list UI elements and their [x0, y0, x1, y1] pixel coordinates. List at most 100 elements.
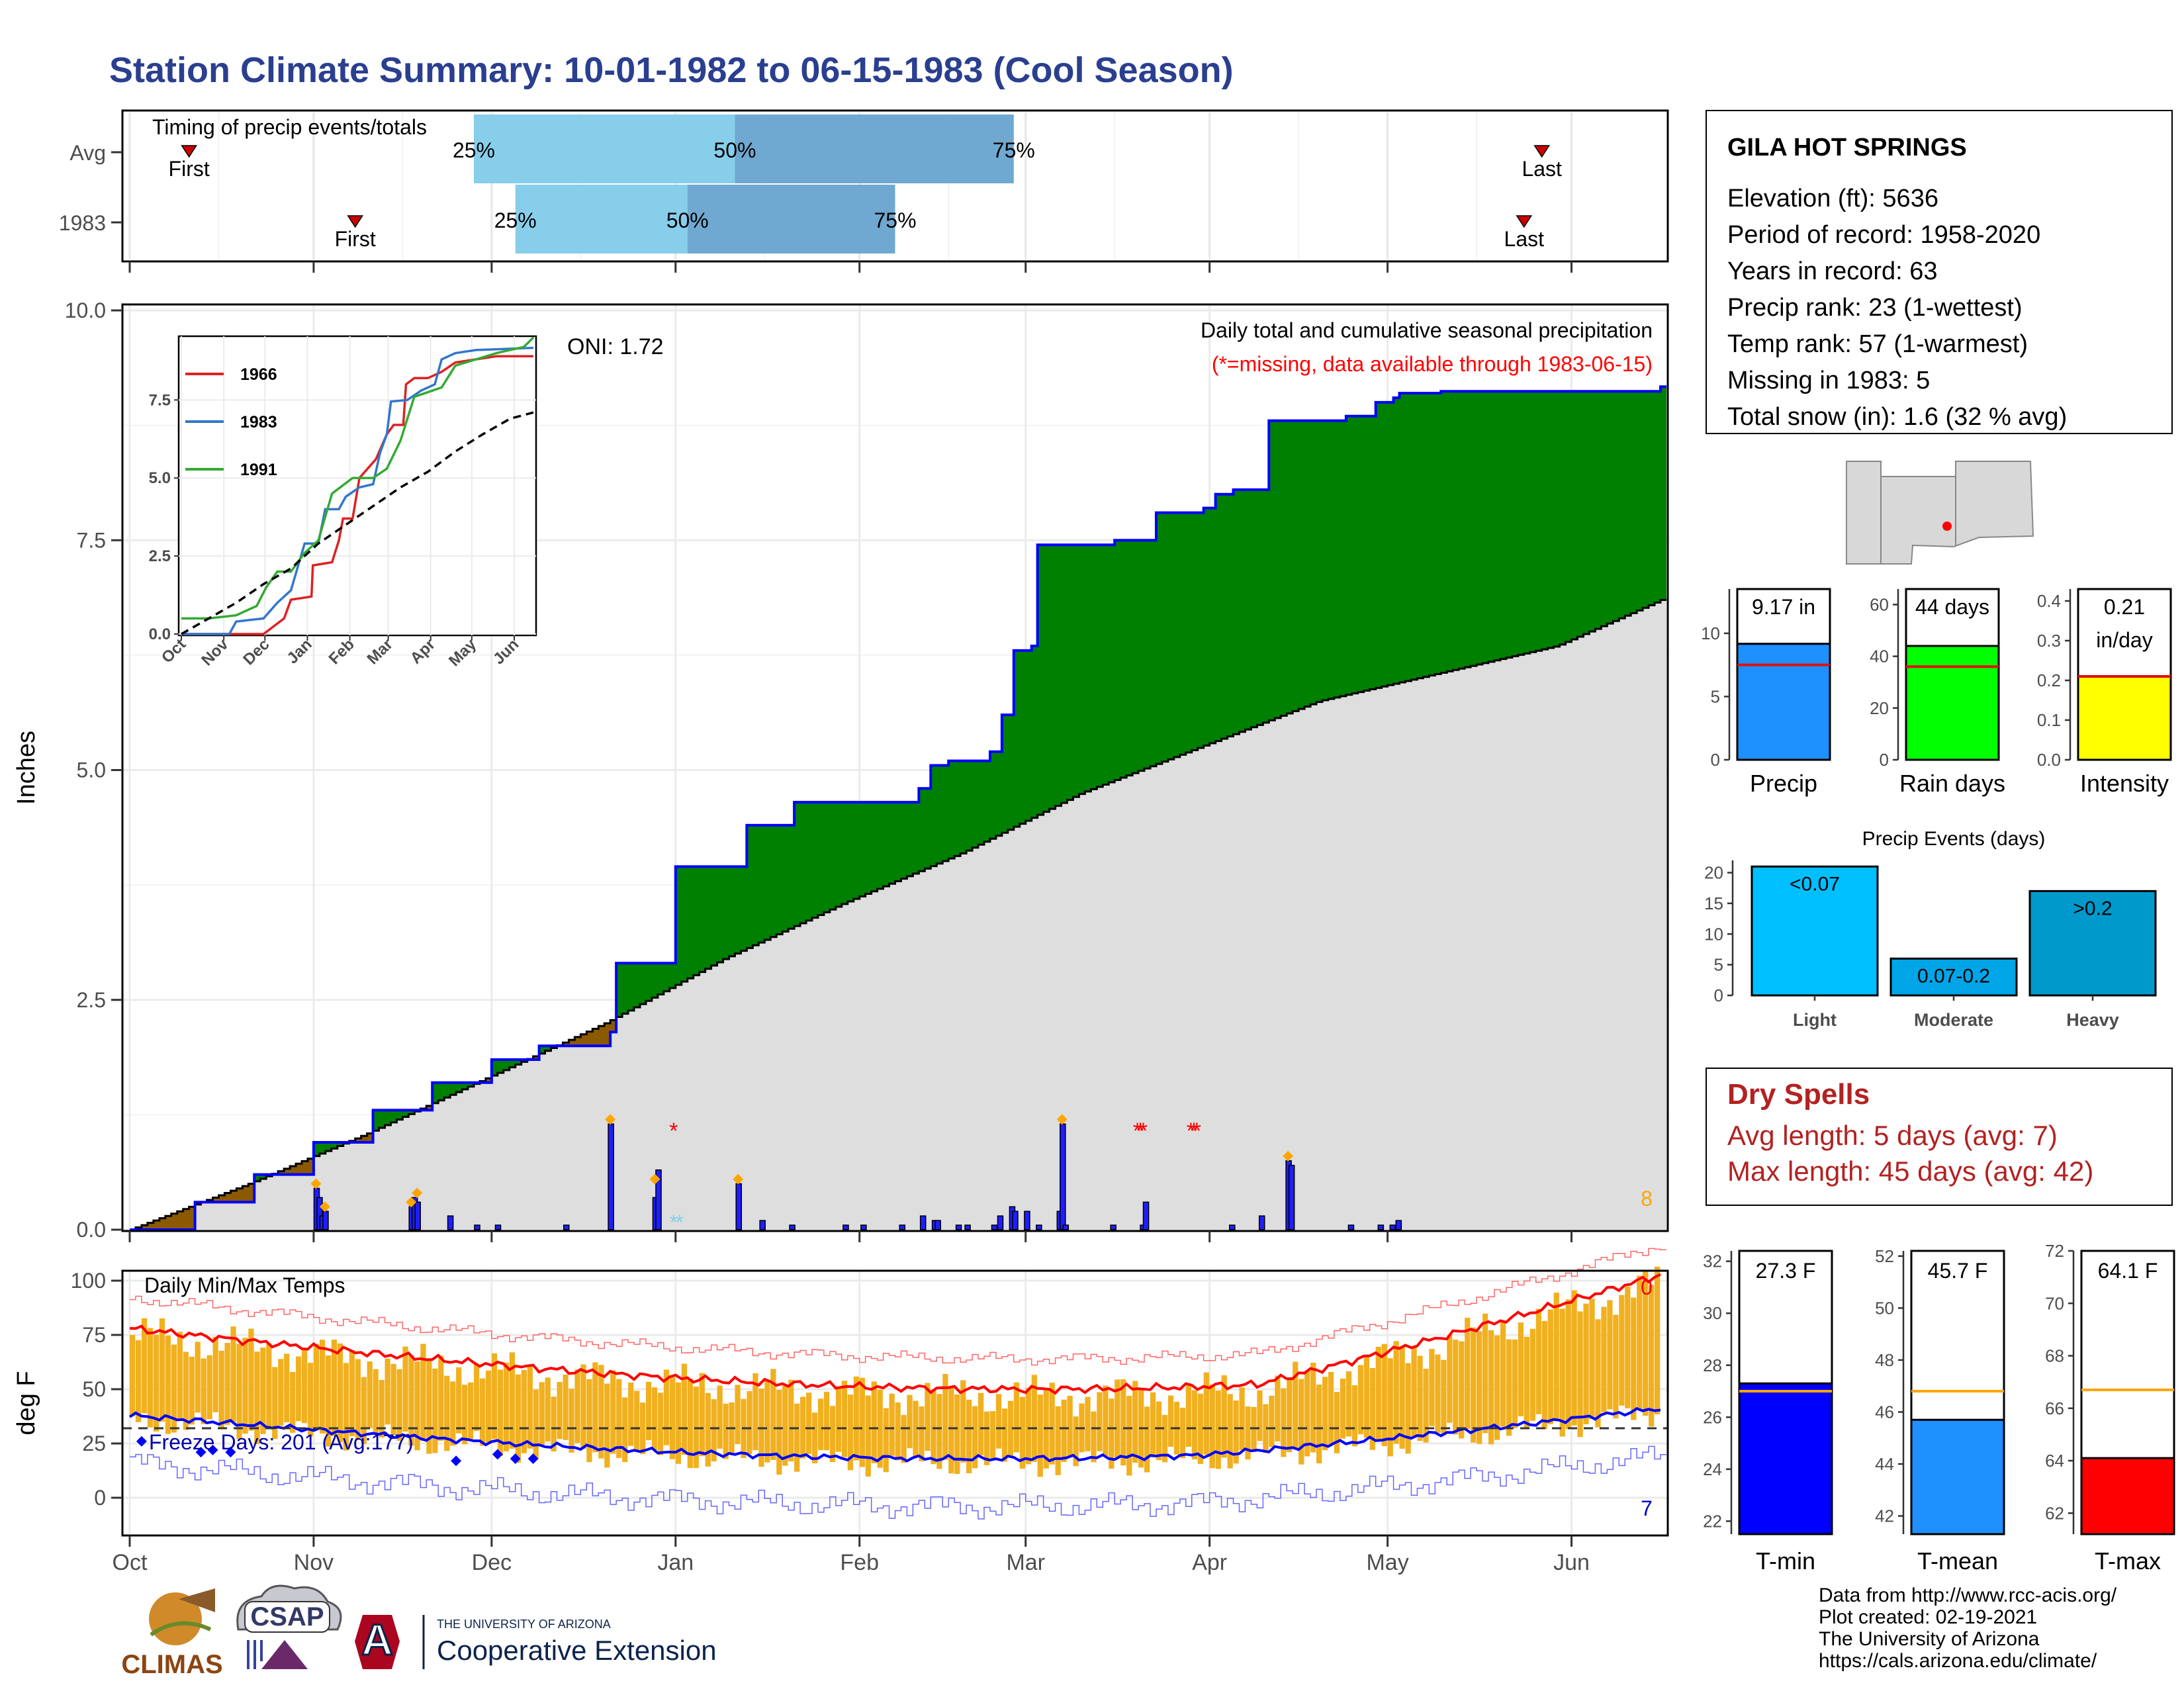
- daily-temp-bar: [503, 1362, 510, 1451]
- precip-events-chart: Precip Events (days) 0 5 10 15 20 <0.07 Light 0…: [1704, 828, 2157, 1030]
- daily-temp-bar: [1369, 1367, 1375, 1450]
- daily-temp-bar: [889, 1393, 895, 1456]
- daily-temp-bar: [651, 1387, 658, 1450]
- record-high-envelope: [130, 1248, 1666, 1366]
- daily-temp-bar: [735, 1385, 741, 1444]
- timing-pct-label: 25%: [453, 138, 495, 162]
- daily-temp-bar: [420, 1344, 426, 1441]
- daily-temp-bar: [1494, 1335, 1500, 1440]
- timing-bar-25-50: [473, 114, 735, 183]
- daily-temp-bar: [782, 1385, 788, 1466]
- daily-temp-bar: [1215, 1391, 1221, 1469]
- main-ytick-label: 5.0: [77, 758, 106, 782]
- station-info-line: Total snow (in): 1.6 (32 % avg): [1727, 403, 2067, 431]
- daily-temp-bar: [1109, 1398, 1115, 1469]
- daily-temp-bar: [586, 1379, 592, 1463]
- daily-temp-bar: [1120, 1379, 1126, 1466]
- temp-summary-value-label: 27.3 F: [1756, 1259, 1816, 1283]
- daily-temp-bar: [1423, 1369, 1429, 1443]
- temp-summary-bar-t-mean: [1910, 1418, 2005, 1535]
- daily-precip-bar: [1012, 1211, 1019, 1230]
- daily-temp-bar: [574, 1369, 580, 1443]
- temp-summary-label: T-max: [2095, 1547, 2161, 1575]
- daily-temp-bar: [1357, 1365, 1364, 1435]
- temp-summary-value-label: 64.1 F: [2098, 1259, 2158, 1283]
- daily-temp-bar: [254, 1351, 260, 1445]
- daily-temp-bar: [1465, 1318, 1471, 1430]
- daily-temp-bar: [373, 1369, 379, 1434]
- daily-temp-bar: [201, 1358, 206, 1424]
- daily-precip-bar: [1110, 1224, 1116, 1230]
- daily-temp-bar: [865, 1395, 871, 1477]
- daily-precip-bar: [447, 1215, 454, 1230]
- events-ytick-label: 10: [1704, 924, 1723, 944]
- daily-temp-bar: [1239, 1387, 1245, 1451]
- daily-temp-bar: [960, 1380, 966, 1463]
- daily-temp-bar: [1132, 1381, 1138, 1463]
- snow-event-marker: [319, 1201, 330, 1212]
- daily-temp-bar: [1126, 1396, 1132, 1476]
- daily-temp-bar: [770, 1369, 776, 1460]
- daily-temp-bar: [385, 1358, 390, 1425]
- daily-temp-bar: [1245, 1406, 1251, 1460]
- temperature-panel: 0 25 50 75 100 deg F Daily Min/Max Temps Fre…: [13, 1248, 1669, 1575]
- daily-temp-bar: [1179, 1407, 1186, 1459]
- daily-temp-bar: [1085, 1396, 1091, 1451]
- daily-temp-bar: [343, 1363, 349, 1451]
- daily-temp-bar: [1263, 1404, 1269, 1453]
- daily-temp-bar: [313, 1344, 320, 1428]
- temp-summary-label: T-min: [1756, 1547, 1815, 1575]
- precip-events-title: Precip Events (days): [1862, 828, 2046, 850]
- daily-temp-bar: [1351, 1385, 1358, 1447]
- inset-line-1966: [181, 355, 533, 635]
- daily-temp-bar: [1601, 1306, 1607, 1412]
- daily-temp-bar: [1031, 1375, 1037, 1462]
- daily-precip-bar: [494, 1224, 502, 1230]
- events-bar-value-label: >0.2: [2073, 897, 2112, 919]
- daily-temp-bar: [681, 1363, 688, 1455]
- mini-bar-ytick-label: 40: [1870, 647, 1889, 666]
- daily-temp-bar: [569, 1389, 574, 1453]
- mini-bar-ytick-label: 0: [1880, 750, 1889, 770]
- daily-temp-bar: [1381, 1344, 1387, 1446]
- daily-temp-bar: [1453, 1340, 1459, 1435]
- daily-temp-bar: [871, 1381, 877, 1463]
- daily-temp-bar: [1221, 1375, 1227, 1458]
- daily-temp-bar: [598, 1365, 604, 1459]
- daily-temp-bar: [616, 1379, 622, 1458]
- daily-temp-bar: [1073, 1416, 1079, 1467]
- daily-temp-bar: [1304, 1371, 1310, 1457]
- timing-last-label: Last: [1522, 157, 1562, 181]
- daily-temp-bar: [663, 1369, 670, 1445]
- daily-temp-bar: [747, 1391, 752, 1454]
- main-ytick-label: 0.0: [77, 1218, 106, 1242]
- daily-precip-bar: [608, 1123, 614, 1230]
- daily-temp-bar: [189, 1356, 195, 1425]
- mini-bar-value-label: 0.21: [2104, 595, 2145, 619]
- daily-temp-bar: [1589, 1299, 1595, 1420]
- snow-event-marker: [412, 1187, 423, 1199]
- daily-temp-bar: [1482, 1313, 1488, 1434]
- daily-temp-bar: [485, 1370, 492, 1443]
- mini-bar-ytick-label: 10: [1701, 623, 1720, 643]
- daily-temp-bar: [402, 1346, 408, 1432]
- record-low-marker: [136, 1436, 147, 1447]
- credits: Data from http://www.rcc-acis.org/ Plot …: [1819, 1584, 2176, 1672]
- mini-bar-value-label: in/day: [2096, 628, 2152, 652]
- daily-temp-bar: [159, 1318, 165, 1422]
- daily-precip-bar: [474, 1224, 480, 1230]
- record-low-marker: [207, 1444, 218, 1455]
- credit-line: Plot created: 02-19-2021: [1819, 1606, 2038, 1628]
- daily-temp-bar: [835, 1387, 842, 1452]
- daily-temp-bar: [1049, 1383, 1055, 1465]
- station-info-line: Temp rank: 57 (1-warmest): [1727, 330, 2028, 358]
- daily-temp-bar: [1595, 1319, 1601, 1428]
- svg-text:CSAP: CSAP: [250, 1602, 324, 1631]
- daily-temp-bar: [640, 1402, 646, 1454]
- average-cumulative-line: [130, 599, 1666, 1231]
- temp-summary-ytick-label: 42: [1875, 1506, 1894, 1526]
- daily-temp-bar: [171, 1344, 177, 1433]
- csap-logo: CSAP: [236, 1584, 342, 1669]
- daily-temp-bar: [817, 1398, 824, 1451]
- daily-temp-bar: [218, 1350, 224, 1428]
